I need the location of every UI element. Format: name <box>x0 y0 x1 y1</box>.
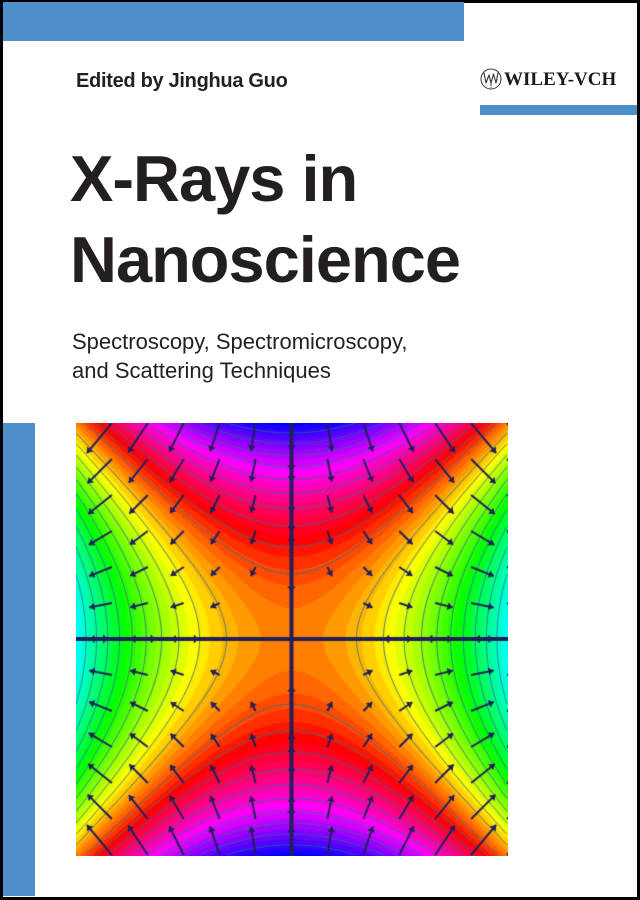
svg-text:WILEY-VCH: WILEY-VCH <box>504 69 616 90</box>
